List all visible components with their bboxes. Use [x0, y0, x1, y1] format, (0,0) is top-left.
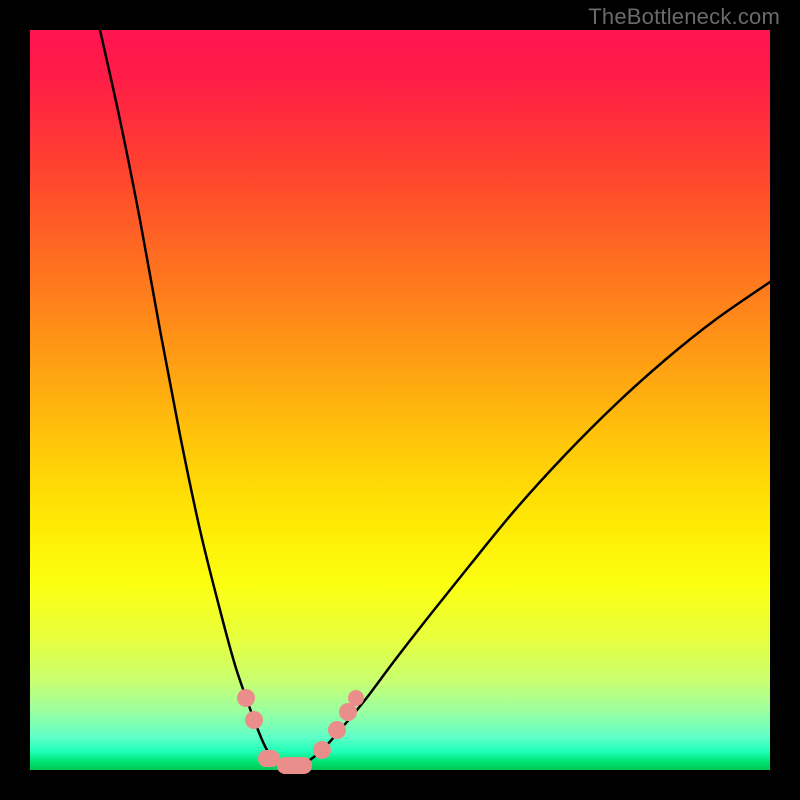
valley-marker: [313, 741, 331, 759]
valley-marker: [237, 689, 255, 707]
bottleneck-chart: [0, 0, 800, 800]
valley-marker: [277, 757, 312, 774]
valley-marker: [328, 721, 346, 739]
valley-marker: [245, 711, 263, 729]
valley-marker: [258, 750, 280, 767]
watermark-text: TheBottleneck.com: [588, 4, 780, 30]
plot-area: [30, 30, 770, 774]
stage: TheBottleneck.com: [0, 0, 800, 800]
gradient-background: [30, 30, 770, 770]
valley-marker: [348, 690, 364, 706]
